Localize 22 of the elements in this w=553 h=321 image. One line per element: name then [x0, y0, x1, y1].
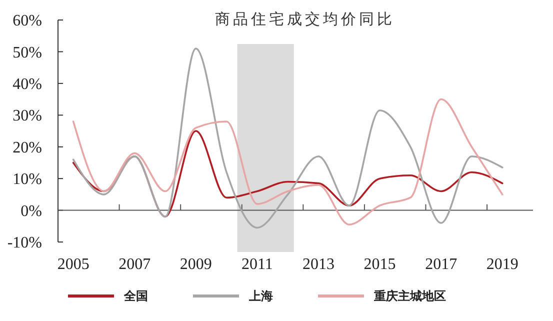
- y-tick-label: 20%: [12, 139, 42, 156]
- line-series: [72, 98, 504, 226]
- y-tick-label: 50%: [12, 44, 42, 62]
- legend-label: 全国: [123, 289, 148, 304]
- legend-label: 上海: [248, 289, 273, 304]
- legend-label: 重庆主城地区: [373, 289, 446, 304]
- chart-title: 商品住宅成交均价同比: [215, 11, 395, 28]
- y-tick-label: 0%: [20, 202, 42, 220]
- x-tick-label: 2013: [302, 256, 334, 273]
- y-tick-label: 10%: [12, 171, 42, 188]
- x-tick-label: 2009: [180, 256, 212, 273]
- x-tick-label: 2007: [118, 256, 151, 273]
- x-tick-label: 2015: [364, 256, 396, 273]
- y-tick-label: 30%: [12, 108, 42, 125]
- y-tick-label: 60%: [12, 12, 42, 30]
- x-tick-label: 2005: [57, 256, 90, 273]
- x-tick-label: 2017: [425, 256, 458, 273]
- x-tick-label: 2011: [241, 256, 273, 273]
- y-tick-label: 40%: [12, 76, 42, 94]
- line-series: [72, 48, 504, 229]
- y-tick-label: -10%: [7, 234, 42, 252]
- x-tick-label: 2019: [486, 256, 518, 273]
